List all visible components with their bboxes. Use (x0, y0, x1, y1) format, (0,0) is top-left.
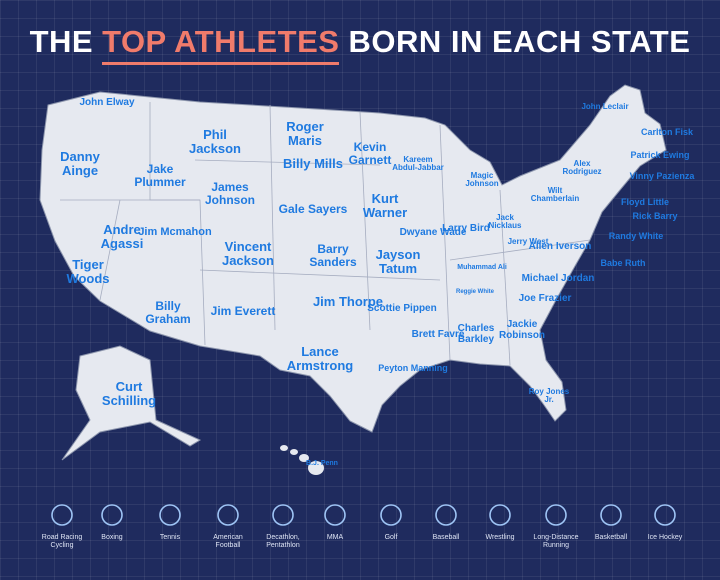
title-text: THE (29, 24, 94, 59)
athlete-name: Andre Agassi (100, 222, 144, 251)
legend-icon (545, 504, 567, 526)
title-text: BORN IN EACH STATE (348, 24, 691, 59)
athlete-name: Tiger Woods (66, 257, 110, 286)
athlete-name: Michael Jordan (521, 273, 595, 284)
athlete-name: Patrick Ewing (630, 150, 690, 160)
athlete-name: Scottie Pippen (367, 303, 437, 314)
legend-label: Baseball (432, 534, 460, 541)
legend-label: Wrestling (485, 534, 515, 541)
title-highlight: TOP ATHLETES (102, 24, 340, 65)
legend-icon (217, 504, 239, 526)
alaska-outline (61, 345, 202, 461)
athlete-name: Jackie Robinson (498, 319, 546, 341)
athlete-name: Billy Graham (145, 299, 191, 326)
athlete-name: John Leclair (581, 102, 629, 111)
athlete-name: Kevin Garnett (348, 140, 392, 167)
legend-icon (654, 504, 676, 526)
title: THE TOP ATHLETES BORN IN EACH STATE (0, 24, 720, 65)
athlete-name: Allen Iverson (528, 241, 592, 252)
athlete-name: Jack Nicklaus (488, 213, 522, 231)
athlete-name: Larry Bird (442, 223, 490, 234)
athlete-name: Vincent Jackson (221, 239, 275, 268)
athlete-name: Jim Mcmahon (138, 226, 212, 238)
legend-icon (435, 504, 457, 526)
athlete-name: Peyton Manning (378, 363, 448, 373)
legend-label: Road Racing Cycling (41, 534, 83, 550)
athlete-name: Billy Mills (283, 156, 343, 171)
athlete-name: Roger Maris (286, 119, 324, 148)
athlete-name: Jim Thorpe (312, 294, 384, 309)
athlete-name: Phil Jackson (188, 127, 242, 156)
usa-outline (39, 84, 667, 433)
legend-icon (324, 504, 346, 526)
athlete-name: Floyd Little (621, 197, 669, 207)
athlete-name: Muhammad Ali (457, 264, 507, 271)
athlete-name: Curt Schilling (101, 379, 157, 408)
state-borders (60, 102, 591, 366)
athlete-name: James Johnson (205, 180, 255, 207)
athlete-name: Kurt Warner (362, 191, 408, 220)
athlete-name: Carlton Fisk (640, 127, 693, 137)
athlete-name: Jerry West (507, 237, 549, 246)
legend-icon (489, 504, 511, 526)
legend-label: Long-Distance Running (533, 534, 579, 550)
athlete-name: Rick Barry (632, 211, 678, 221)
athlete-name: John Elway (79, 97, 135, 108)
athlete-name: Jake Plummer (134, 162, 186, 189)
athlete-name: Roy Jones Jr. (528, 387, 570, 405)
athlete-name: Gale Sayers (278, 202, 348, 216)
athlete-name: Brett Favre (411, 329, 465, 340)
athlete-name: Wilt Chamberlain (530, 186, 580, 204)
legend-icon (159, 504, 181, 526)
legend-icon (51, 504, 73, 526)
athlete-name: Joe Frazier (518, 293, 572, 304)
legend-icon (101, 504, 123, 526)
athlete-name: Kareem Abdul-Jabbar (392, 155, 444, 173)
legend-icon (272, 504, 294, 526)
legend-label: Basketball (594, 534, 628, 541)
athlete-name: B.J. Penn (306, 460, 338, 467)
athlete-name: Randy White (608, 231, 664, 241)
athlete-name: Lance Armstrong (286, 344, 354, 373)
legend-label: Boxing (101, 534, 123, 541)
athlete-name: Magic Johnson (465, 171, 499, 189)
athlete-name: Babe Ruth (600, 258, 646, 268)
legend-icon (600, 504, 622, 526)
legend-label: Decathlon, Pentathlon (266, 534, 300, 550)
athlete-name: Charles Barkley (457, 323, 495, 345)
athlete-name: Vinny Pazienza (629, 171, 695, 181)
athlete-name: Dwyane Wade (399, 227, 467, 238)
athlete-name: Barry Sanders (309, 242, 357, 269)
legend-label: American Football (213, 534, 243, 550)
legend-icon (380, 504, 402, 526)
legend-label: MMA (326, 534, 344, 541)
legend-label: Ice Hockey (647, 534, 683, 541)
hawaii (280, 445, 324, 475)
legend-label: Tennis (159, 534, 181, 541)
legend-label: Golf (384, 534, 398, 541)
athlete-name: Reggie White (455, 289, 494, 295)
athlete-name: Jayson Tatum (375, 247, 421, 276)
athlete-name: Danny Ainge (60, 149, 100, 178)
athlete-name: Alex Rodriguez (562, 159, 602, 177)
athlete-name: Jim Everett (210, 304, 276, 318)
